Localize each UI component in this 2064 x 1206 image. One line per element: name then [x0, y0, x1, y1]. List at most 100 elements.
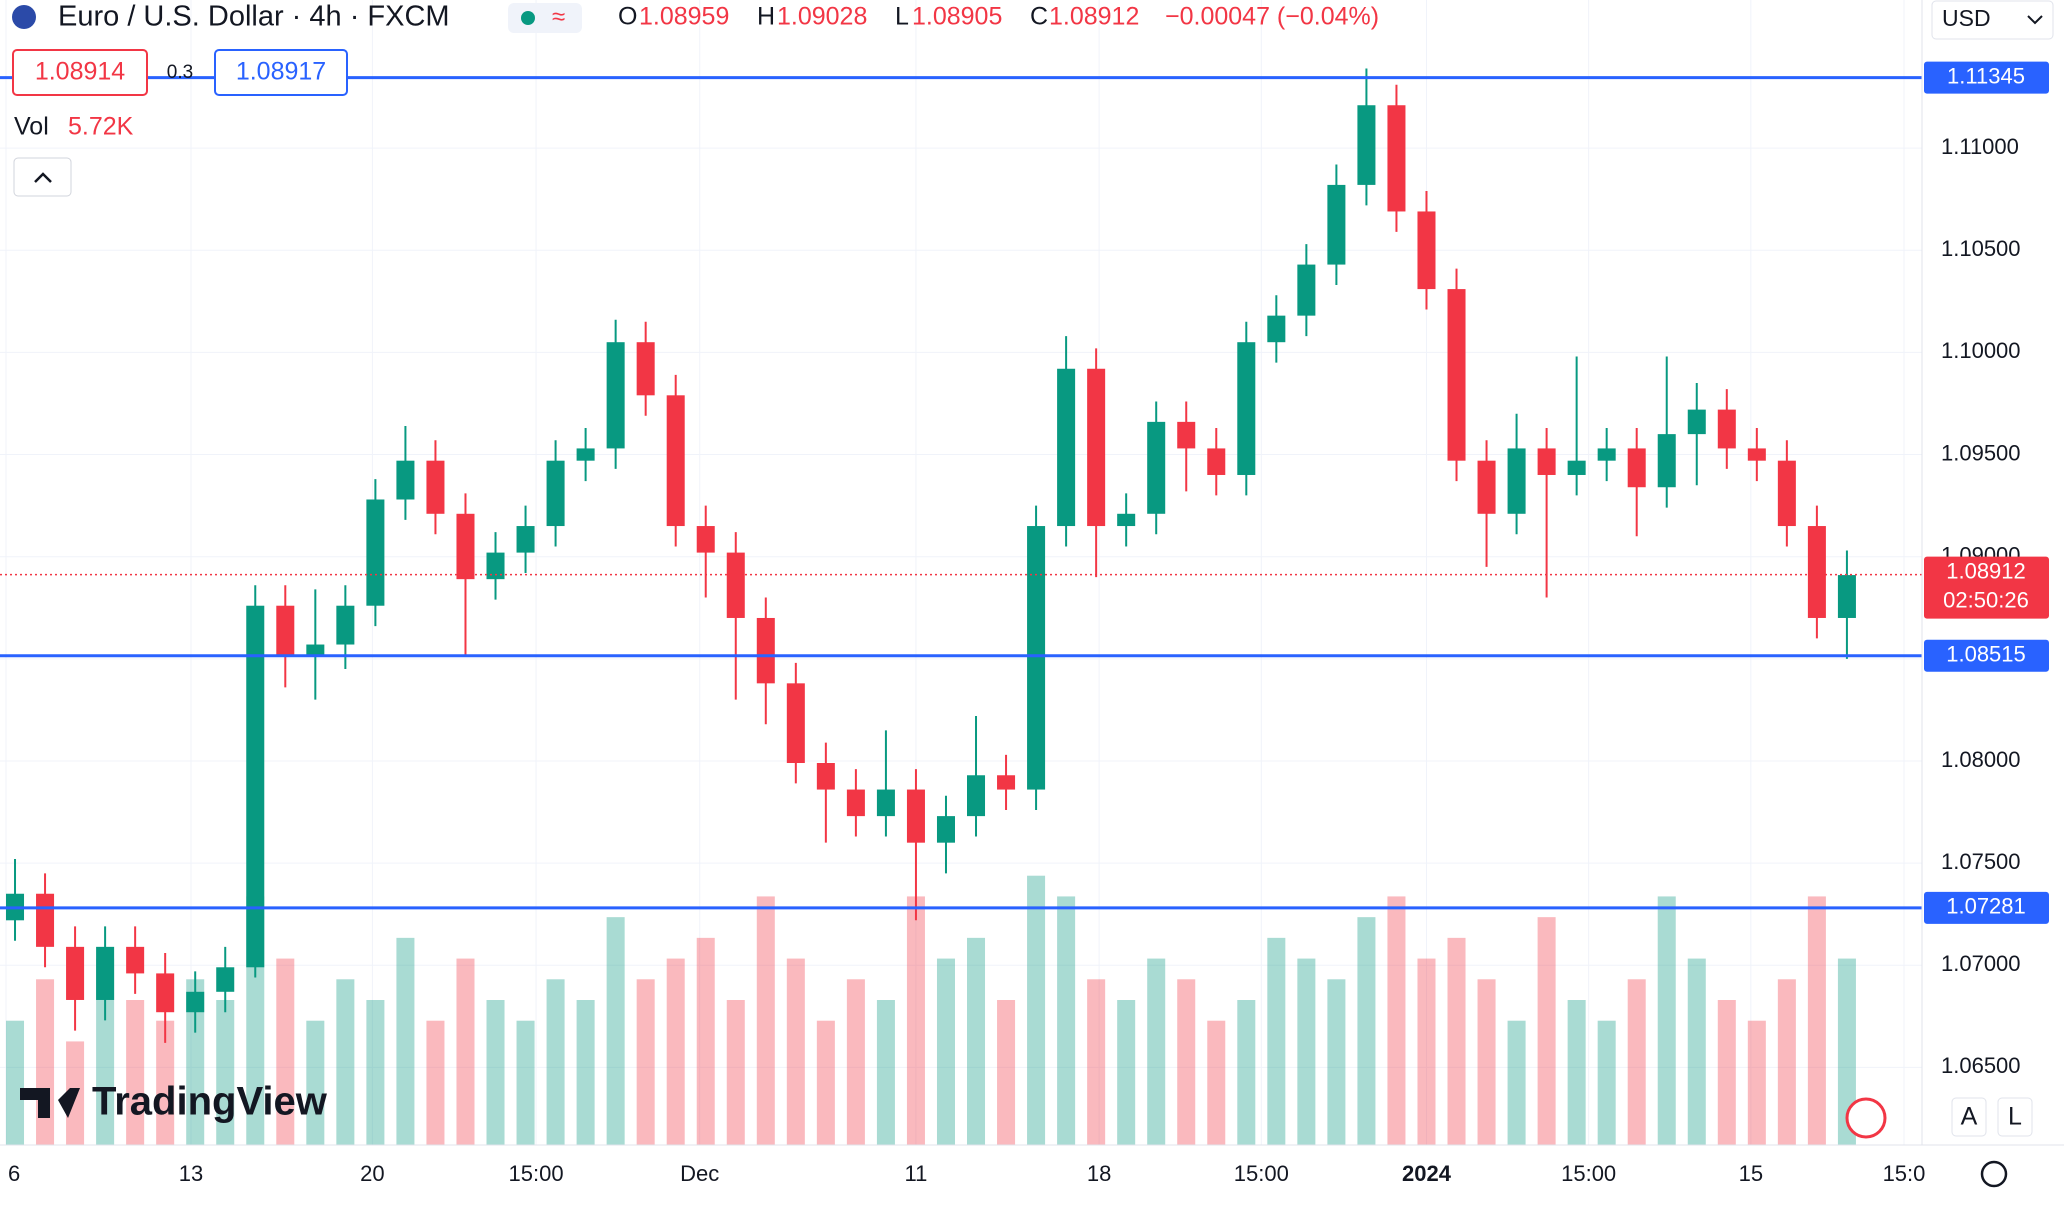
x-tick-label: 2024 — [1402, 1161, 1452, 1186]
candle-body — [906, 789, 925, 843]
volume-bar — [396, 937, 415, 1145]
candle-body — [1417, 211, 1436, 290]
x-tick-label: 20 — [360, 1161, 384, 1186]
spread-value: 0.3 — [167, 62, 193, 83]
candle-body — [456, 513, 475, 580]
x-tick-label: 11 — [905, 1161, 928, 1186]
candle-body — [426, 460, 445, 514]
volume-bar — [426, 1020, 445, 1145]
volume-bar — [876, 1000, 895, 1145]
candle-body — [336, 605, 355, 645]
candle-body — [876, 789, 895, 817]
bar-countdown: 02:50:26 — [1943, 587, 2029, 612]
candle-body — [1237, 342, 1256, 475]
candle-body — [366, 499, 385, 606]
ohlc-label: L — [895, 3, 909, 31]
candle-body — [1207, 448, 1226, 475]
delay-icon: ≈ — [552, 3, 565, 30]
logo-text: TradingView — [92, 1080, 328, 1124]
ask-price: 1.08917 — [236, 58, 326, 86]
volume-bar — [606, 917, 625, 1145]
collapse-button[interactable] — [13, 157, 72, 197]
last-price-box — [1924, 556, 2049, 619]
candle-body — [1387, 105, 1406, 212]
volume-bar — [36, 979, 55, 1145]
candle-body — [1087, 368, 1106, 527]
candle-body — [246, 605, 265, 968]
volume-bar — [486, 1000, 505, 1145]
volume-bar — [456, 958, 475, 1145]
volume-value: 5.72K — [68, 113, 134, 141]
volume-bar — [726, 1000, 745, 1145]
settings-button[interactable] — [1980, 1160, 2008, 1188]
candle-body — [606, 342, 625, 449]
volume-bar — [1357, 917, 1376, 1145]
candle-body — [636, 342, 655, 396]
candle-body — [96, 946, 115, 1000]
candle-body — [846, 789, 865, 817]
price-label: 1.07281 — [1946, 894, 2026, 919]
y-tick-label: 1.11000 — [1941, 134, 2019, 159]
price-label-box — [1924, 891, 2049, 924]
x-tick-label: 13 — [179, 1161, 203, 1186]
volume-bar — [1237, 1000, 1256, 1145]
candle-body — [1027, 526, 1046, 790]
volume-bar — [1537, 917, 1556, 1145]
y-tick-label: 1.07500 — [1941, 849, 2021, 874]
volume-bar — [1177, 979, 1196, 1145]
symbol-title[interactable]: Euro / U.S. Dollar · 4h · FXCM — [58, 1, 450, 33]
status-badge[interactable] — [508, 3, 582, 33]
volume-bar — [1777, 979, 1796, 1145]
ohlc-value: 1.09028 — [777, 3, 867, 31]
volume-bar — [846, 979, 865, 1145]
volume-bar — [1117, 1000, 1136, 1145]
log-scale-label: L — [2008, 1103, 2022, 1131]
bid-price: 1.08914 — [35, 58, 125, 86]
sell-button[interactable] — [12, 49, 148, 96]
candle-body — [1447, 289, 1466, 461]
volume-bar — [6, 1020, 25, 1145]
volume-bar — [1207, 1020, 1226, 1145]
y-tick-label: 1.07000 — [1941, 951, 2021, 976]
auto-scale-label: A — [1961, 1103, 1978, 1131]
y-tick-label: 1.09500 — [1941, 440, 2021, 465]
y-tick-label: 1.10000 — [1941, 338, 2021, 363]
candle-body — [216, 967, 235, 992]
candle-body — [1807, 526, 1826, 618]
candle-body — [1537, 448, 1556, 475]
candle-body — [1597, 448, 1616, 461]
log-scale-button[interactable] — [1997, 1097, 2033, 1137]
candle-body — [516, 526, 535, 553]
ohlc-label: C — [1030, 3, 1048, 31]
volume-bar — [967, 937, 986, 1145]
currency-label: USD — [1942, 5, 1991, 31]
change-value: −0.00047 (−0.04%) — [1165, 3, 1379, 31]
volume-bar — [1147, 958, 1166, 1145]
ohlc-label: O — [618, 3, 637, 31]
volume-bar — [1087, 979, 1106, 1145]
volume-bar — [1297, 958, 1316, 1145]
volume-bar — [997, 1000, 1016, 1145]
volume-bar — [666, 958, 685, 1145]
candle-body — [1267, 315, 1286, 343]
candle-body — [726, 552, 745, 618]
last-price-label: 1.08912 — [1946, 558, 2026, 583]
volume-bar — [1837, 958, 1856, 1145]
buy-button[interactable] — [214, 49, 348, 96]
volume-bar — [1717, 1000, 1736, 1145]
candle-body — [1687, 409, 1706, 435]
candle-body — [936, 816, 955, 843]
volume-bar — [1687, 958, 1706, 1145]
volume-bar — [186, 979, 205, 1145]
price-label-box — [1924, 639, 2049, 672]
volume-bar — [1807, 896, 1826, 1145]
volume-bar — [216, 1000, 235, 1145]
auto-scale-button[interactable] — [1951, 1097, 1987, 1137]
candle-body — [1477, 460, 1496, 514]
candle-body — [1177, 421, 1196, 449]
x-tick-label: 15 — [1739, 1161, 1763, 1186]
volume-bar — [1057, 896, 1076, 1145]
candle-body — [276, 605, 295, 657]
currency-select[interactable] — [1931, 0, 2054, 40]
